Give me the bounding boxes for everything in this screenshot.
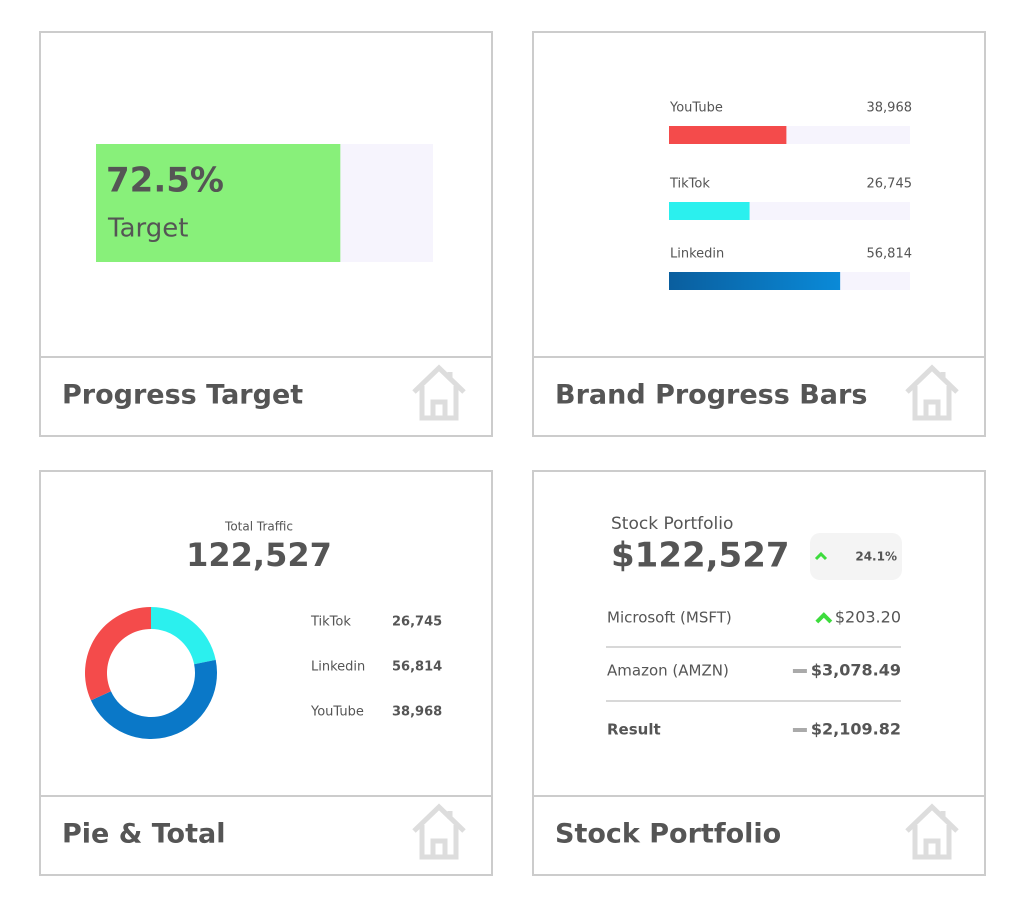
house-icon xyxy=(905,803,959,860)
trend-up-icon xyxy=(815,612,833,624)
brand-name: TikTok xyxy=(669,177,710,192)
total-value: 122,527 xyxy=(186,536,332,574)
house-icon xyxy=(905,364,959,421)
row-name: Amazon (AMZN) xyxy=(607,662,729,680)
brand-bar xyxy=(669,272,841,290)
brand-name: Linkedin xyxy=(670,247,724,262)
trend-flat-icon xyxy=(792,669,807,673)
legend-name: YouTube xyxy=(310,705,364,720)
stock-total: $122,527 xyxy=(611,536,790,576)
change-badge xyxy=(810,533,902,580)
brand-value: 38,968 xyxy=(867,101,913,116)
brand-bar xyxy=(669,126,787,144)
card xyxy=(532,470,986,876)
brand-value: 56,814 xyxy=(867,247,913,262)
legend-value: 38,968 xyxy=(392,705,442,720)
pie-slice xyxy=(90,659,217,739)
trend-flat-icon xyxy=(792,728,807,732)
row-name: Result xyxy=(607,721,661,739)
card-title: Progress Target xyxy=(62,380,303,411)
row-value: $2,109.82 xyxy=(811,720,901,739)
card-title: Pie & Total xyxy=(62,819,225,850)
brand-name: YouTube xyxy=(669,101,723,116)
pie-slice xyxy=(151,607,216,665)
change-value: 24.1% xyxy=(855,550,897,564)
progress-label: Target xyxy=(107,214,188,244)
card xyxy=(39,470,493,876)
trend-up-icon xyxy=(814,551,828,561)
card-title: Stock Portfolio xyxy=(555,819,781,850)
pie-slice xyxy=(85,607,151,701)
row-value: $3,078.49 xyxy=(811,661,901,680)
house-icon xyxy=(412,364,466,421)
legend-name: Linkedin xyxy=(311,660,365,675)
legend-value: 56,814 xyxy=(392,660,442,675)
card xyxy=(532,31,986,437)
row-name: Microsoft (MSFT) xyxy=(607,609,732,627)
stock-header: Stock Portfolio xyxy=(611,514,733,534)
total-label: Total Traffic xyxy=(224,520,293,534)
progress-value: 72.5% xyxy=(106,161,224,201)
row-value: $203.20 xyxy=(835,608,901,627)
progress-fill xyxy=(96,144,341,262)
legend-value: 26,745 xyxy=(392,615,442,630)
brand-value: 26,745 xyxy=(867,177,913,192)
card-title: Brand Progress Bars xyxy=(555,380,867,411)
brand-bar xyxy=(669,202,750,220)
house-icon xyxy=(412,803,466,860)
legend-name: TikTok xyxy=(310,615,351,630)
